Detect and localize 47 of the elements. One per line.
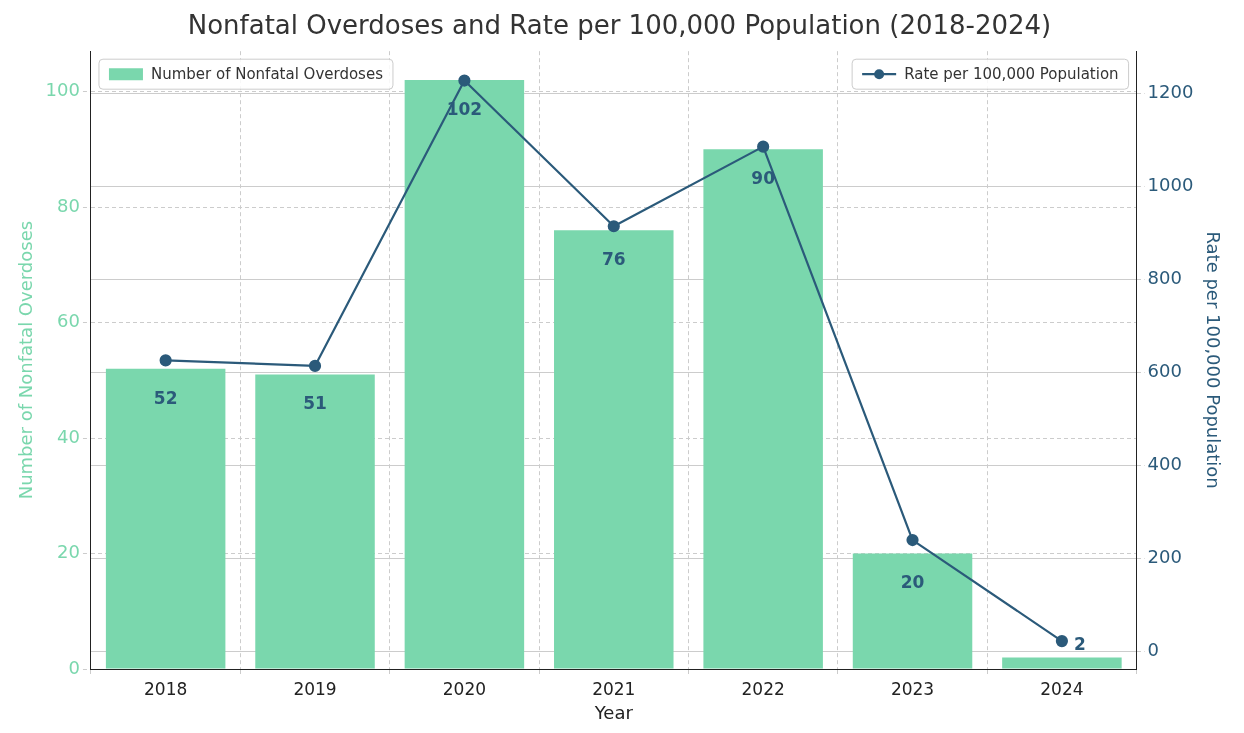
x-tick-label: 2019 xyxy=(293,678,337,699)
data-label: 20 xyxy=(900,572,925,593)
point xyxy=(906,533,919,547)
x-tick-label: 2023 xyxy=(890,678,935,699)
y-axis-title: Number of Nonfatal Overdoses xyxy=(15,220,37,500)
y2-tick-label: 1000 xyxy=(1147,173,1194,195)
bar xyxy=(852,553,973,669)
y2-tick-label: 200 xyxy=(1147,546,1182,568)
x-tick-label: 2021 xyxy=(592,678,636,699)
data-label: 52 xyxy=(153,387,178,408)
point xyxy=(1055,634,1068,648)
x-tick-label: 2022 xyxy=(741,678,785,699)
y2-tick-label: 400 xyxy=(1147,453,1182,475)
y2-tick-label: 1200 xyxy=(1147,80,1194,102)
x-axis-title: Year xyxy=(593,701,634,723)
bar xyxy=(1002,657,1122,669)
y2-tick-label: 0 xyxy=(1147,639,1160,661)
x-tick-label: 2018 xyxy=(144,678,188,699)
bar xyxy=(703,149,823,669)
y-tick-label: 0 xyxy=(68,656,80,678)
point xyxy=(607,220,620,233)
y-tick-label: 40 xyxy=(57,425,80,447)
point xyxy=(757,140,770,153)
chart-title: Nonfatal Overdoses and Rate per 100,000 Population (2018-2024) xyxy=(187,10,1052,41)
data-label: 90 xyxy=(751,168,776,189)
bar xyxy=(255,374,375,669)
data-label: 51 xyxy=(303,393,327,414)
y-tick-label: 80 xyxy=(57,194,80,216)
y-tick-label: 100 xyxy=(45,79,80,101)
y2-tick-label: 800 xyxy=(1147,267,1182,288)
x-tick-label: 2020 xyxy=(442,678,487,699)
data-label: 2 xyxy=(1073,634,1086,655)
legend-label: Rate per 100,000 Population xyxy=(904,65,1119,84)
data-label: 102 xyxy=(446,98,483,119)
y-tick-label: 20 xyxy=(57,541,80,563)
legend-label: Number of Nonfatal Overdoses xyxy=(150,65,384,84)
y2-tick-label: 600 xyxy=(1147,360,1182,382)
data-label: 76 xyxy=(601,249,626,270)
point xyxy=(159,354,172,367)
y2-axis-title: Rate per 100,000 Population xyxy=(1202,231,1224,489)
bar xyxy=(404,80,525,669)
bar xyxy=(105,368,226,669)
bar xyxy=(554,230,674,669)
y-tick-label: 60 xyxy=(57,310,80,332)
point xyxy=(458,74,471,87)
x-tick-label: 2024 xyxy=(1040,678,1084,699)
point xyxy=(308,359,322,373)
